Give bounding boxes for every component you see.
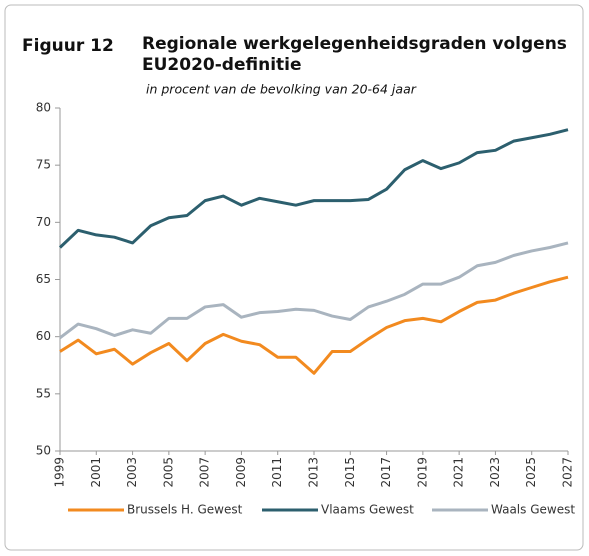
- frame: [4, 4, 584, 551]
- x-tick-label: 2001: [89, 457, 103, 488]
- y-tick-label: 55: [36, 386, 51, 400]
- y-tick-label: 50: [36, 444, 51, 458]
- y-tick-label: 75: [36, 158, 51, 172]
- x-tick-label: 2011: [270, 457, 284, 488]
- series-line: [58, 128, 569, 249]
- legend-label: Waals Gewest: [491, 503, 575, 517]
- y-tick-label: 65: [36, 272, 51, 286]
- x-tick-label: 2027: [561, 457, 575, 488]
- x-tick-label: 2021: [452, 457, 466, 488]
- x-tick-label: 2019: [415, 457, 429, 488]
- x-tick-label: 2013: [307, 457, 321, 488]
- x-tick-label: 2003: [125, 457, 139, 488]
- x-tick-label: 1999: [53, 457, 67, 488]
- legend-label: Vlaams Gewest: [321, 503, 414, 517]
- series-line: [59, 275, 569, 375]
- figure-label: Figuur 12: [22, 36, 114, 56]
- x-tick-label: 2009: [234, 457, 248, 488]
- chart-subtitle: in procent van de bevolking van 20-64 ja…: [146, 82, 417, 97]
- y-tick-label: 70: [36, 215, 51, 229]
- legend-label: Brussels H. Gewest: [127, 503, 243, 517]
- y-tick-label: 80: [36, 101, 51, 115]
- x-tick-label: 2005: [161, 457, 175, 488]
- x-tick-label: 2015: [343, 457, 357, 488]
- title-box: Regionale werkgelegenheidsgraden volgens…: [142, 34, 567, 75]
- chart-title: Regionale werkgelegenheidsgraden volgens…: [142, 34, 567, 75]
- x-tick-label: 2023: [488, 457, 502, 488]
- x-tick-label: 2017: [379, 457, 393, 488]
- x-tick-label: 2007: [198, 457, 212, 488]
- series-line: [59, 241, 569, 340]
- y-tick-label: 60: [36, 329, 51, 343]
- x-tick-label: 2025: [524, 457, 538, 488]
